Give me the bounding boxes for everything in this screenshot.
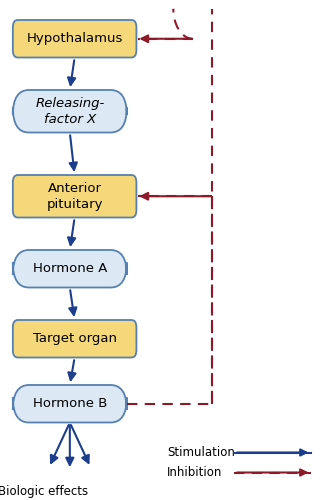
- Text: Inhibition: Inhibition: [167, 466, 222, 479]
- FancyBboxPatch shape: [13, 385, 127, 422]
- Text: Biologic effects: Biologic effects: [0, 484, 88, 498]
- Text: Hormone A: Hormone A: [33, 262, 107, 275]
- FancyBboxPatch shape: [13, 90, 127, 132]
- FancyBboxPatch shape: [13, 320, 136, 358]
- FancyBboxPatch shape: [13, 175, 136, 218]
- Text: Hormone B: Hormone B: [33, 397, 107, 410]
- FancyBboxPatch shape: [13, 250, 127, 288]
- FancyBboxPatch shape: [13, 20, 136, 58]
- Text: Stimulation: Stimulation: [167, 446, 235, 459]
- Text: Anterior
pituitary: Anterior pituitary: [46, 182, 103, 211]
- Text: Hypothalamus: Hypothalamus: [26, 32, 123, 46]
- Text: Releasing-
factor X: Releasing- factor X: [35, 97, 104, 126]
- Text: Target organ: Target organ: [33, 332, 117, 345]
